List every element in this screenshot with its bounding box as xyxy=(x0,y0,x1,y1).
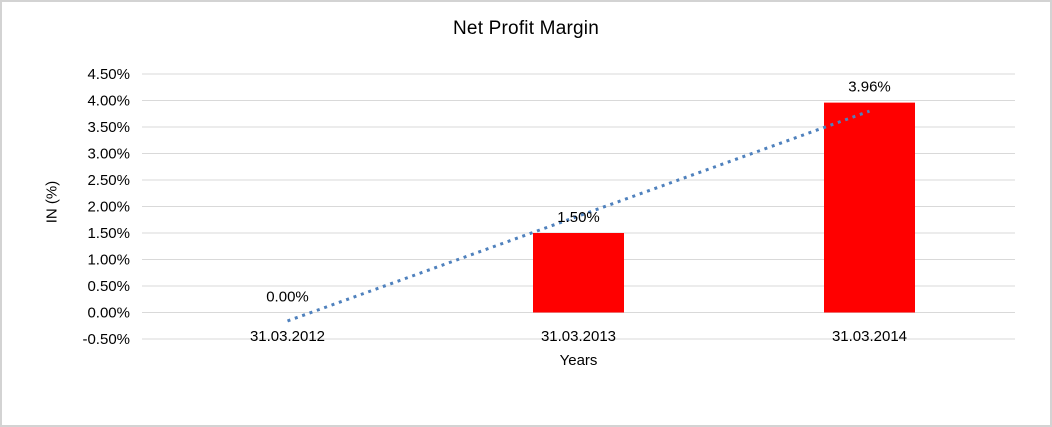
y-tick-label: 1.50% xyxy=(87,225,130,242)
y-tick-label: 4.00% xyxy=(87,93,130,110)
y-tick-label: 2.50% xyxy=(87,172,130,189)
trendline xyxy=(286,109,871,323)
bar-31.03.2014 xyxy=(824,102,915,313)
y-tick-label: 2.00% xyxy=(87,199,130,216)
y-tick-label: -0.50% xyxy=(82,331,130,348)
x-category-label: 31.03.2012 xyxy=(250,328,325,345)
y-tick-label: 0.50% xyxy=(87,278,130,295)
bar-31.03.2013 xyxy=(533,233,624,313)
y-tick-label: 4.50% xyxy=(87,66,130,83)
x-category-label: 31.03.2013 xyxy=(541,328,616,345)
y-tick-label: 3.50% xyxy=(87,119,130,136)
data-label: 3.96% xyxy=(848,79,891,96)
y-tick-label: 1.00% xyxy=(87,252,130,269)
y-tick-label: 3.00% xyxy=(87,146,130,163)
y-axis-title: IN (%) xyxy=(43,180,61,224)
data-label: 0.00% xyxy=(266,289,309,306)
y-tick-label: 0.00% xyxy=(87,305,130,322)
x-category-label: 31.03.2014 xyxy=(832,328,907,345)
x-axis-title: Years xyxy=(559,352,598,369)
chart-title: Net Profit Margin xyxy=(453,18,599,39)
data-label: 1.50% xyxy=(557,209,600,226)
